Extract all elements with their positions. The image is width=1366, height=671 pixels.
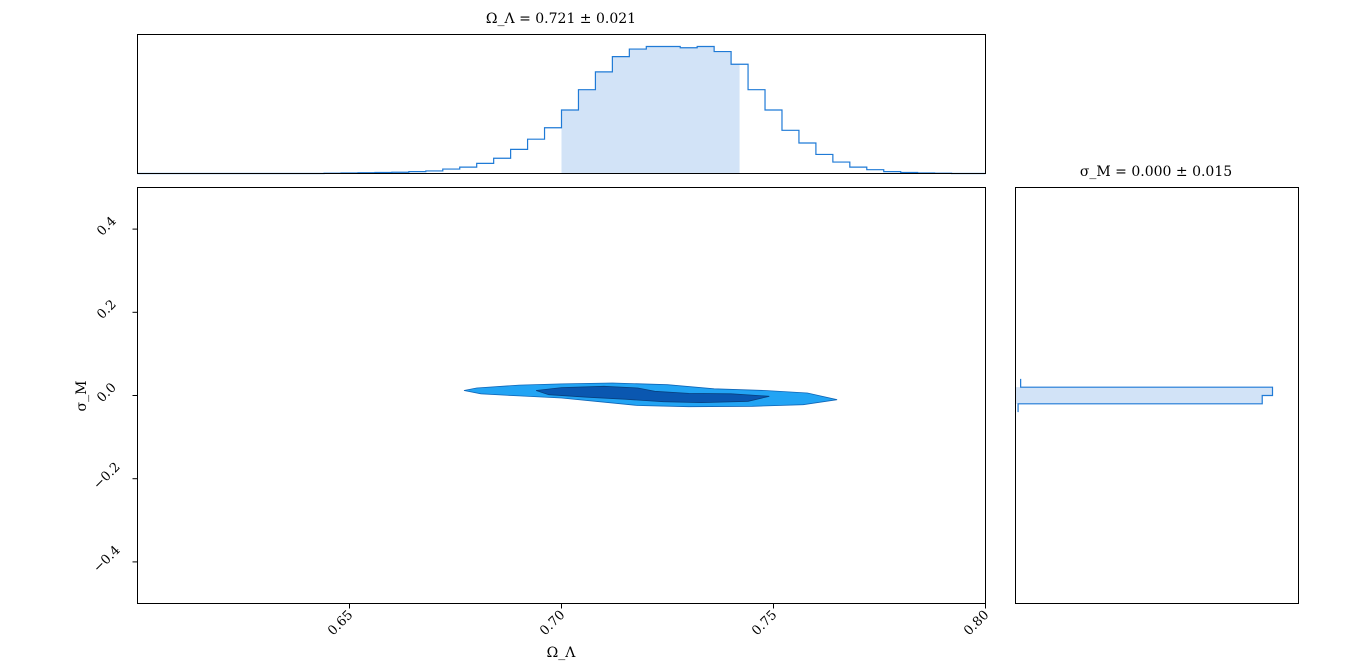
- right-credible-fill: [1015, 387, 1273, 404]
- y-tick-label: 0.0: [94, 380, 119, 405]
- top-marginal-histogram: [137, 45, 986, 175]
- x-tick-label: 0.65: [325, 608, 356, 639]
- y-axis-label: σ_M: [74, 381, 90, 412]
- y-axis-ticks: 0.4 0.2 0.0 −0.2 −0.4: [91, 214, 138, 576]
- top-credible-fill: [561, 46, 740, 174]
- x-tick-label: 0.70: [537, 608, 568, 639]
- right-marginal-frame: [1015, 187, 1299, 604]
- x-axis-ticks: 0.65 0.70 0.75 0.80: [325, 603, 992, 639]
- y-tick-label: −0.2: [91, 460, 124, 493]
- y-tick-label: −0.4: [91, 543, 124, 576]
- right-histogram-step: [1017, 378, 1274, 413]
- right-marginal-histogram: [1015, 378, 1274, 413]
- contour-inner: [535, 385, 770, 404]
- y-tick-label: 0.4: [94, 214, 119, 239]
- right-marginal-title: σ_M = 0.000 ± 0.015: [1080, 164, 1232, 180]
- x-tick-label: 0.75: [749, 608, 780, 639]
- x-axis-label: Ω_Λ: [547, 645, 577, 661]
- top-marginal-title: Ω_Λ = 0.721 ± 0.021: [486, 11, 636, 27]
- top-histogram-step: [137, 45, 986, 175]
- joint-panel: [463, 382, 838, 408]
- x-tick-label: 0.80: [961, 608, 992, 639]
- y-tick-label: 0.2: [94, 297, 119, 322]
- top-marginal-frame: [137, 34, 986, 174]
